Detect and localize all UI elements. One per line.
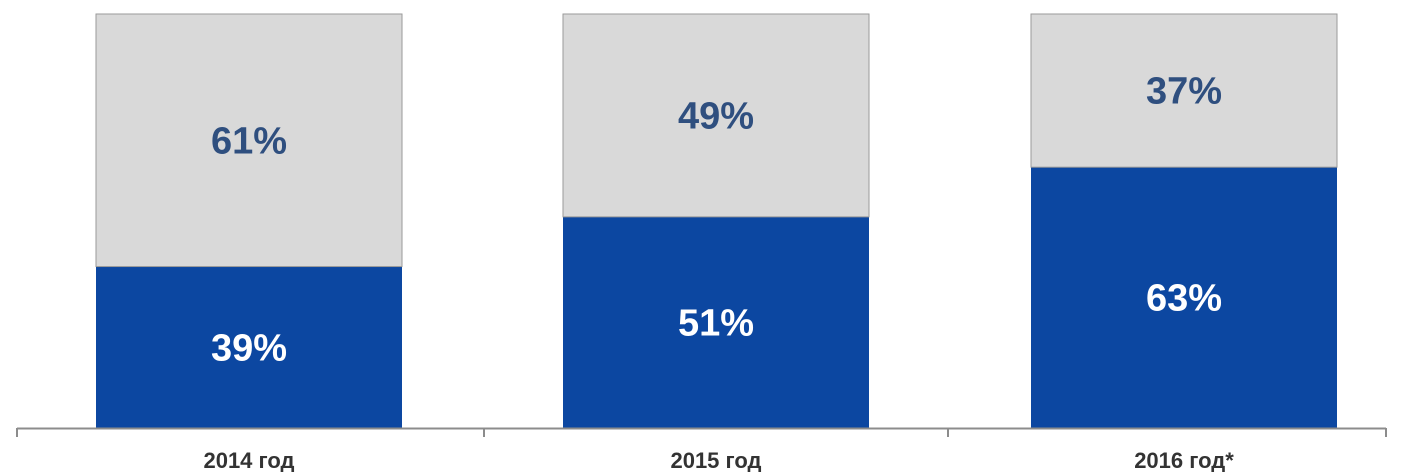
- data-label-bottom-2: 63%: [1146, 278, 1222, 320]
- value-labels-group: 39% 61% 51% 49% 63% 37%: [211, 71, 1222, 370]
- bar-segment-top-2: [1030, 13, 1338, 168]
- bar-segment-top-1: [562, 13, 870, 218]
- data-label-bottom-1: 51%: [678, 302, 754, 344]
- x-tick-label-1: 2015 год: [670, 448, 761, 472]
- data-label-bottom-0: 39%: [211, 327, 287, 369]
- x-tick-label-2: 2016 год*: [1134, 448, 1234, 472]
- bar-segment-bottom-0: [96, 266, 402, 428]
- bars-group: [95, 13, 1338, 428]
- data-label-top-0: 61%: [211, 120, 287, 162]
- bar-segment-bottom-2: [1031, 167, 1337, 428]
- x-axis: 2014 год 2015 год 2016 год*: [16, 427, 1387, 472]
- x-tick-label-0: 2014 год: [203, 448, 294, 472]
- data-label-top-2: 37%: [1146, 71, 1222, 113]
- bar-segment-top-0: [95, 13, 403, 268]
- data-label-top-1: 49%: [678, 95, 754, 137]
- bar-segment-bottom-1: [563, 216, 869, 428]
